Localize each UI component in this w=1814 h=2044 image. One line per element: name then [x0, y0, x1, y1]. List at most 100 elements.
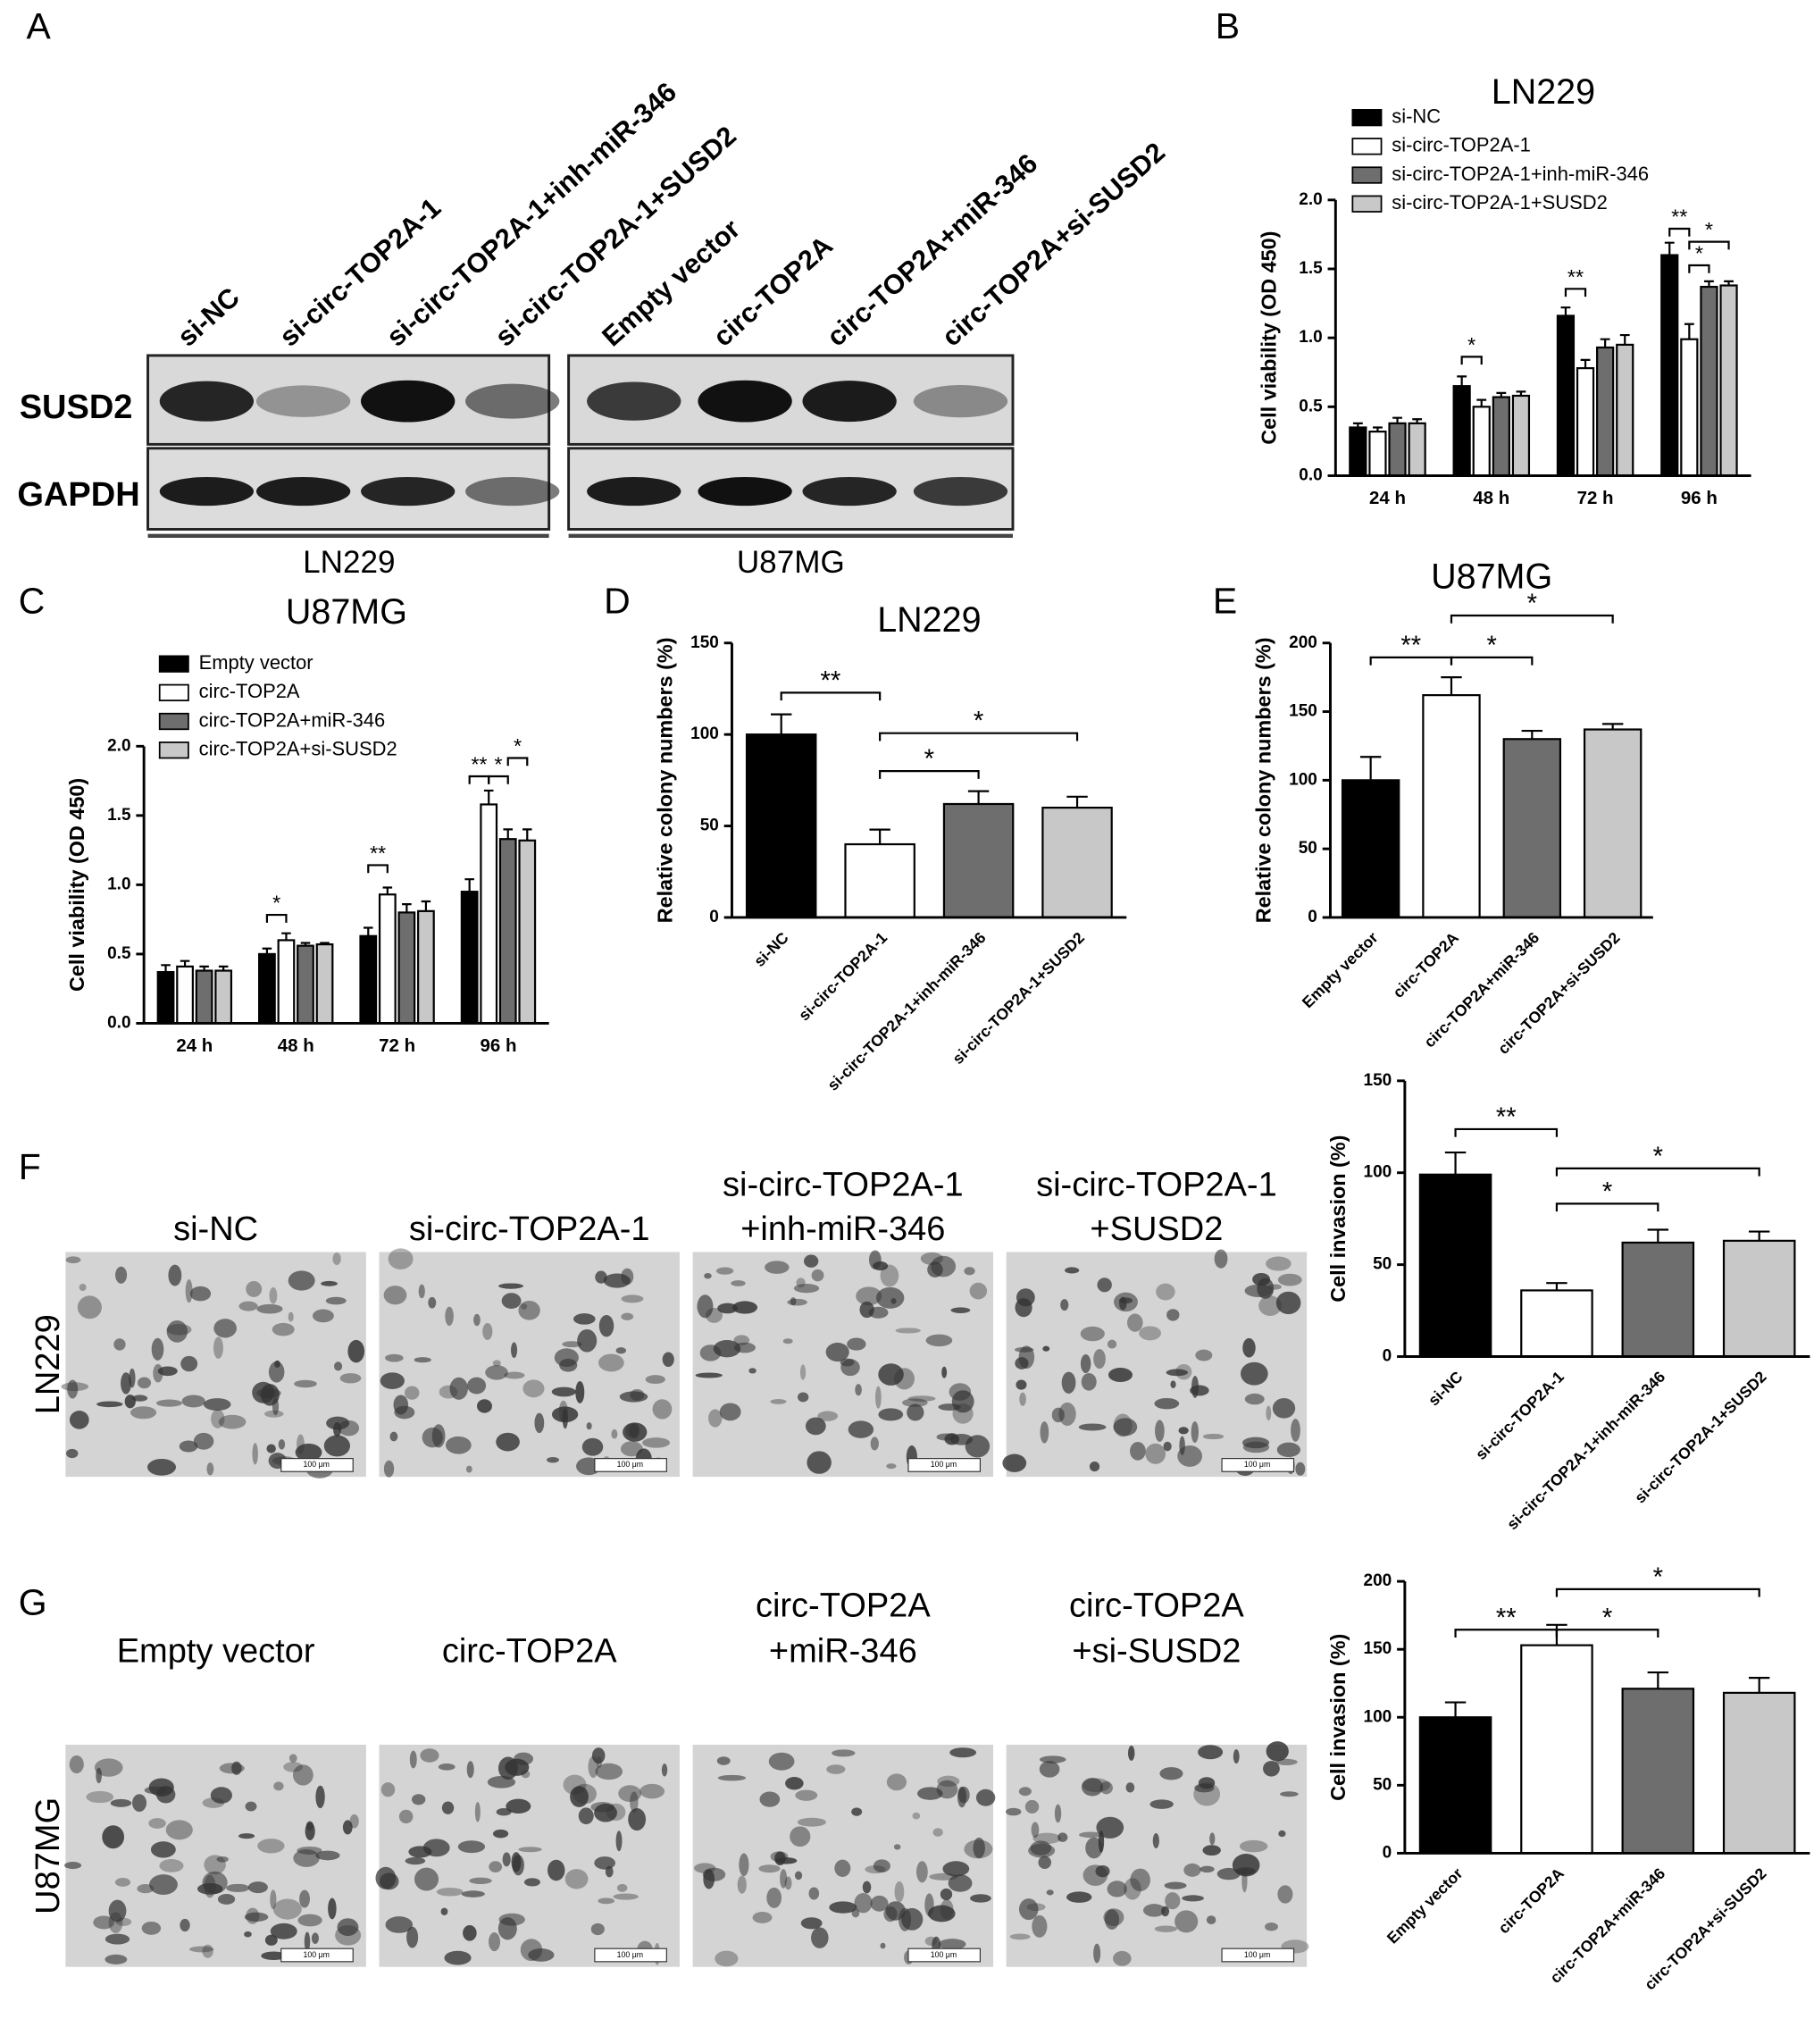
- band: [255, 476, 351, 507]
- cell: [949, 1747, 977, 1758]
- significance-bracket: [1454, 1127, 1559, 1137]
- cell: [104, 1954, 128, 1964]
- cell: [932, 1828, 943, 1837]
- micrograph: [379, 1744, 680, 1967]
- scale-bar: 100 μm: [617, 1950, 643, 1959]
- cell: [180, 1355, 198, 1372]
- scale-bar-bg: [280, 1458, 354, 1472]
- cell: [1257, 1278, 1275, 1299]
- bar: [1388, 422, 1407, 477]
- bar: [480, 803, 498, 1025]
- cell: [790, 1826, 811, 1847]
- cell: [504, 1371, 525, 1379]
- cell: [1108, 1367, 1133, 1383]
- cell: [893, 1844, 901, 1850]
- cell: [431, 1424, 446, 1448]
- cell: [840, 1359, 860, 1377]
- cell: [825, 1342, 849, 1362]
- lane-label: circ-TOP2A+si-SUSD2: [936, 136, 1171, 352]
- cell: [1054, 1804, 1062, 1823]
- cell: [1214, 1249, 1228, 1269]
- cell: [715, 1950, 739, 1967]
- bar: [1722, 1691, 1796, 1855]
- bar: [359, 934, 378, 1025]
- y-tick-label: 1.0: [107, 875, 130, 893]
- cell: [65, 1448, 79, 1459]
- significance-bracket: [1555, 1167, 1760, 1177]
- cell: [704, 1272, 712, 1279]
- row-label: GAPDH: [17, 476, 139, 514]
- y-tick-label: 0.5: [107, 944, 131, 963]
- cell: [1209, 1832, 1216, 1846]
- cell: [628, 1807, 647, 1831]
- legend-label: circ-TOP2A+miR-346: [199, 708, 386, 731]
- cell: [794, 1871, 803, 1881]
- x-tick-label: si-circ-TOP2A-1: [1472, 1368, 1567, 1463]
- cell: [168, 1264, 182, 1286]
- micrograph-title: Empty vector: [117, 1633, 315, 1671]
- error-bar: [300, 942, 311, 946]
- cell: [323, 1435, 351, 1457]
- cell: [611, 1428, 618, 1439]
- cell: [270, 1923, 297, 1939]
- cell: [1202, 1845, 1221, 1856]
- x-tick-label: 24 h: [176, 1035, 213, 1056]
- error-bar: [1601, 723, 1624, 730]
- cell: [518, 1300, 540, 1320]
- cell: [1039, 1761, 1060, 1778]
- legend-label: circ-TOP2A+si-SUSD2: [199, 738, 397, 760]
- cell: [1081, 1372, 1097, 1391]
- cell: [708, 1409, 723, 1428]
- y-axis-label: Cell viability (OD 450): [65, 778, 88, 992]
- cell: [1127, 1745, 1135, 1761]
- cell: [113, 1338, 126, 1351]
- significance-label: *: [1486, 632, 1496, 660]
- cell: [577, 1328, 598, 1353]
- cell: [865, 1865, 886, 1874]
- error-bar: [1516, 390, 1526, 396]
- y-tick-label: 2.0: [1299, 190, 1322, 209]
- cell: [211, 1409, 225, 1428]
- cell: [917, 1787, 943, 1800]
- significance-label: **: [1496, 1103, 1517, 1132]
- x-tick-label: 96 h: [1681, 488, 1718, 508]
- cell: [406, 1926, 419, 1948]
- significance-label: *: [974, 708, 983, 736]
- chart-title: LN229: [877, 600, 981, 640]
- cell: [957, 1786, 970, 1804]
- cell: [193, 1432, 214, 1450]
- bar: [1680, 338, 1699, 477]
- error-bar: [1392, 416, 1402, 423]
- cell: [715, 1267, 734, 1275]
- band: [698, 380, 792, 423]
- cell: [1099, 1781, 1113, 1795]
- y-tick-label: 150: [1364, 1639, 1392, 1658]
- significance-bracket: [1555, 1629, 1659, 1638]
- cell: [880, 1264, 899, 1287]
- cell: [758, 1864, 781, 1873]
- cell: [1057, 1832, 1068, 1842]
- cell: [1278, 1830, 1286, 1838]
- y-tick-label: 100: [1364, 1707, 1392, 1726]
- cell: [463, 1924, 477, 1941]
- cell: [1113, 1418, 1138, 1437]
- legend-swatch: [158, 741, 189, 759]
- cell: [1139, 1326, 1162, 1341]
- cell: [581, 1437, 604, 1456]
- cell: [436, 1888, 464, 1897]
- cell: [110, 1798, 132, 1807]
- scale-bar: 100 μm: [1244, 1460, 1270, 1469]
- cell: [328, 1897, 337, 1920]
- significance-bracket: [1688, 264, 1710, 273]
- panel-letter: C: [19, 581, 46, 622]
- cell: [104, 1933, 130, 1945]
- legend-label: si-circ-TOP2A-1+SUSD2: [1392, 191, 1608, 214]
- bar: [1556, 314, 1576, 477]
- cell: [477, 1399, 492, 1413]
- cell: [619, 1391, 648, 1403]
- x-tick-label: 24 h: [1369, 488, 1406, 508]
- cell: [573, 1313, 596, 1325]
- chart-title: U87MG: [286, 592, 407, 632]
- error-bar: [218, 965, 229, 971]
- scale-bar: 100 μm: [931, 1460, 957, 1469]
